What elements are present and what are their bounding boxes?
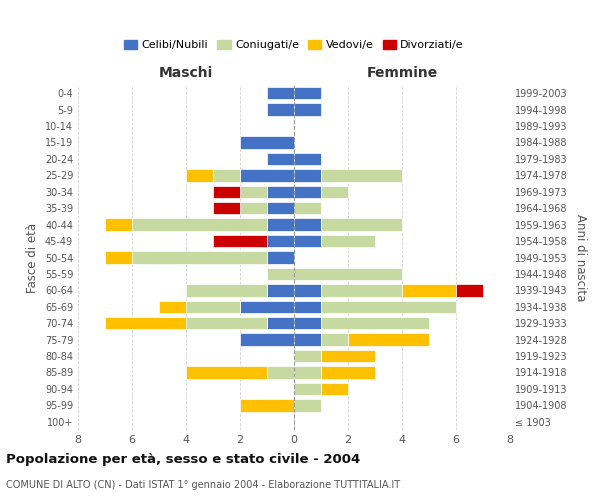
Legend: Celibi/Nubili, Coniugati/e, Vedovi/e, Divorziati/e: Celibi/Nubili, Coniugati/e, Vedovi/e, Di… xyxy=(119,36,469,54)
Bar xyxy=(267,284,294,296)
Bar xyxy=(267,268,294,280)
Bar xyxy=(321,218,402,231)
Bar xyxy=(213,186,240,198)
Bar xyxy=(294,87,321,100)
Bar xyxy=(294,104,321,116)
Bar xyxy=(186,300,240,313)
Bar xyxy=(294,284,321,296)
Bar xyxy=(321,334,348,346)
Bar xyxy=(267,87,294,100)
Text: Popolazione per età, sesso e stato civile - 2004: Popolazione per età, sesso e stato civil… xyxy=(6,452,360,466)
Bar xyxy=(294,268,402,280)
Bar xyxy=(213,169,240,181)
Bar xyxy=(240,202,267,214)
Bar xyxy=(267,186,294,198)
Bar xyxy=(267,366,294,378)
Bar xyxy=(321,383,348,395)
Bar xyxy=(294,350,321,362)
Bar xyxy=(294,186,321,198)
Bar xyxy=(132,252,267,264)
Bar xyxy=(294,169,321,181)
Bar xyxy=(240,334,294,346)
Bar xyxy=(105,317,186,330)
Bar xyxy=(267,153,294,165)
Bar xyxy=(105,252,132,264)
Bar xyxy=(294,317,321,330)
Bar xyxy=(321,169,402,181)
Bar xyxy=(240,169,294,181)
Bar xyxy=(321,317,429,330)
Bar xyxy=(267,218,294,231)
Bar xyxy=(321,235,375,247)
Bar xyxy=(267,104,294,116)
Bar xyxy=(213,202,240,214)
Y-axis label: Anni di nascita: Anni di nascita xyxy=(574,214,587,301)
Bar xyxy=(402,284,456,296)
Bar xyxy=(213,235,267,247)
Bar xyxy=(348,334,429,346)
Bar xyxy=(321,284,402,296)
Bar xyxy=(294,153,321,165)
Bar xyxy=(240,399,294,411)
Bar xyxy=(294,383,321,395)
Bar xyxy=(321,350,375,362)
Text: Femmine: Femmine xyxy=(367,66,437,80)
Bar xyxy=(321,366,375,378)
Bar xyxy=(294,218,321,231)
Bar xyxy=(186,284,267,296)
Bar xyxy=(240,300,294,313)
Bar xyxy=(159,300,186,313)
Text: Maschi: Maschi xyxy=(159,66,213,80)
Bar xyxy=(240,186,267,198)
Bar xyxy=(321,186,348,198)
Bar xyxy=(294,334,321,346)
Bar xyxy=(294,366,321,378)
Bar xyxy=(267,317,294,330)
Bar xyxy=(294,300,321,313)
Bar xyxy=(240,136,294,148)
Bar xyxy=(294,399,321,411)
Bar xyxy=(267,235,294,247)
Bar xyxy=(186,366,267,378)
Bar xyxy=(267,252,294,264)
Bar xyxy=(294,235,321,247)
Bar xyxy=(186,317,267,330)
Bar xyxy=(321,300,456,313)
Bar xyxy=(267,202,294,214)
Bar xyxy=(105,218,132,231)
Text: COMUNE DI ALTO (CN) - Dati ISTAT 1° gennaio 2004 - Elaborazione TUTTITALIA.IT: COMUNE DI ALTO (CN) - Dati ISTAT 1° genn… xyxy=(6,480,400,490)
Bar xyxy=(186,169,213,181)
Bar xyxy=(294,202,321,214)
Bar xyxy=(132,218,267,231)
Bar xyxy=(456,284,483,296)
Y-axis label: Fasce di età: Fasce di età xyxy=(26,222,39,292)
